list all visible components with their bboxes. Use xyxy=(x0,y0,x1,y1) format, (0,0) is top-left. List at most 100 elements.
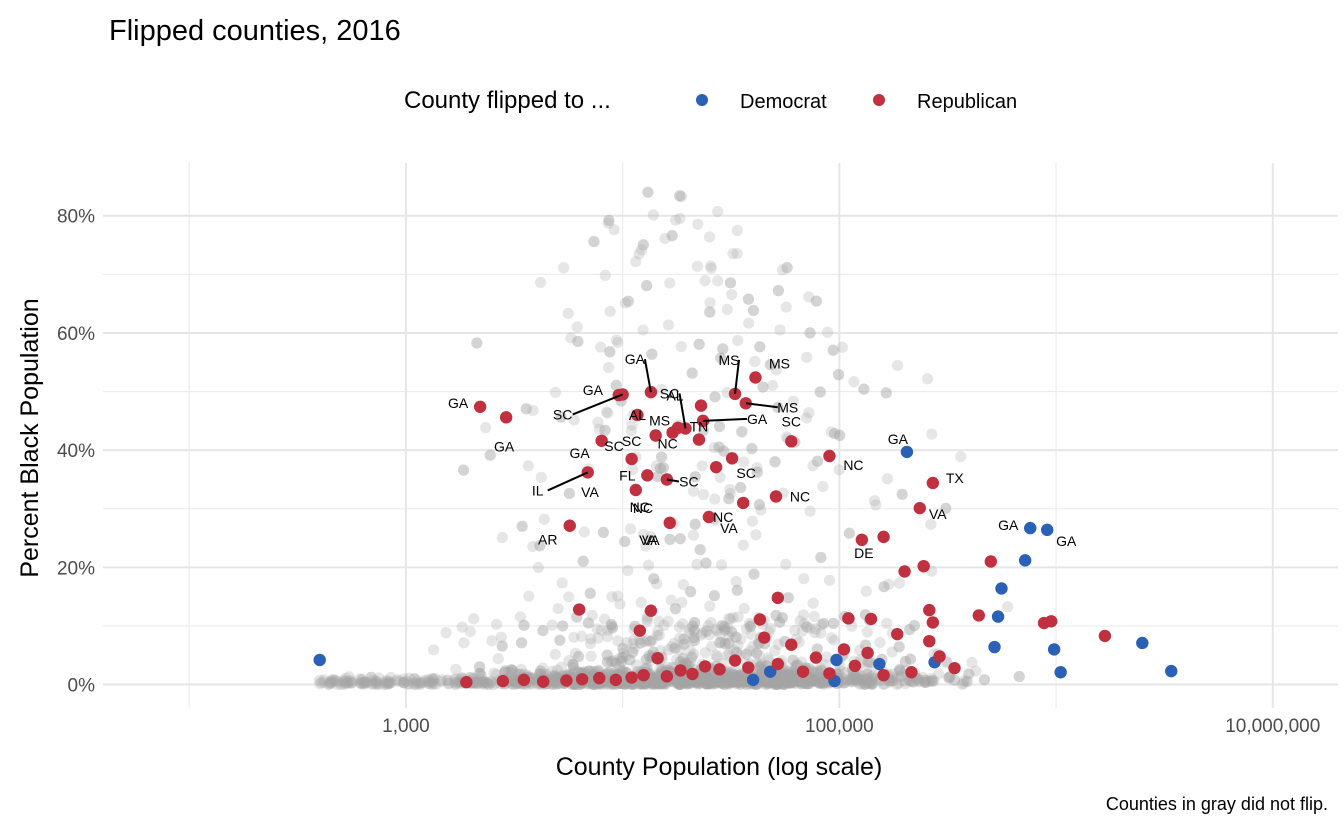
not-flipped-point xyxy=(863,677,875,689)
not-flipped-point xyxy=(583,665,595,678)
not-flipped-point xyxy=(506,667,519,679)
not-flipped-point xyxy=(734,676,746,688)
not-flipped-point xyxy=(734,678,746,691)
not-flipped-point xyxy=(776,676,788,688)
not-flipped-point xyxy=(778,674,791,686)
not-flipped-point xyxy=(624,654,636,666)
not-flipped-point xyxy=(776,675,788,687)
not-flipped-point xyxy=(919,676,931,688)
not-flipped-point xyxy=(730,669,743,681)
not-flipped-point xyxy=(340,677,352,689)
not-flipped-point xyxy=(724,677,736,689)
not-flipped-point xyxy=(696,675,709,687)
not-flipped-point xyxy=(811,455,824,467)
not-flipped-point xyxy=(827,344,839,356)
not-flipped-point xyxy=(777,670,789,682)
not-flipped-point xyxy=(696,674,708,686)
not-flipped-point xyxy=(411,675,423,687)
not-flipped-point xyxy=(604,305,616,317)
not-flipped-point xyxy=(640,653,652,666)
not-flipped-point xyxy=(726,671,738,684)
point-republican xyxy=(692,433,706,446)
not-flipped-point xyxy=(700,671,712,683)
not-flipped-point xyxy=(669,642,681,654)
not-flipped-point xyxy=(673,676,685,688)
not-flipped-point xyxy=(398,673,410,685)
not-flipped-point xyxy=(704,674,717,686)
y-tick-label: 80% xyxy=(57,207,95,228)
not-flipped-point xyxy=(963,668,975,680)
not-flipped-point xyxy=(731,671,743,683)
not-flipped-point xyxy=(689,616,701,629)
not-flipped-point xyxy=(703,677,716,689)
not-flipped-point xyxy=(474,676,486,688)
not-flipped-point xyxy=(858,383,870,395)
not-flipped-point xyxy=(839,677,851,689)
not-flipped-point xyxy=(896,488,908,500)
not-flipped-point xyxy=(883,578,895,590)
not-flipped-point xyxy=(861,677,873,689)
not-flipped-point xyxy=(630,659,643,671)
not-flipped-point xyxy=(673,678,685,690)
not-flipped-point xyxy=(719,638,731,650)
not-flipped-point xyxy=(649,676,661,688)
not-flipped-point xyxy=(782,676,795,688)
not-flipped-point xyxy=(366,674,379,686)
not-flipped-point xyxy=(693,677,705,689)
not-flipped-point xyxy=(647,678,659,690)
not-flipped-point xyxy=(956,678,968,690)
not-flipped-point xyxy=(602,624,614,636)
not-flipped-point xyxy=(548,670,560,682)
not-flipped-point xyxy=(789,676,801,689)
not-flipped-point xyxy=(908,620,920,632)
label-leader-line xyxy=(666,478,680,483)
not-flipped-point xyxy=(677,618,689,630)
not-flipped-point xyxy=(640,540,652,552)
not-flipped-point xyxy=(678,633,690,645)
not-flipped-point xyxy=(551,672,563,684)
not-flipped-point xyxy=(644,635,656,648)
point-republican xyxy=(593,671,606,685)
not-flipped-point xyxy=(858,676,870,688)
not-flipped-point xyxy=(684,644,696,656)
not-flipped-point xyxy=(763,675,776,687)
not-flipped-point xyxy=(761,675,774,687)
not-flipped-point xyxy=(891,673,903,685)
not-flipped-point xyxy=(751,466,763,478)
not-flipped-point xyxy=(778,678,790,690)
not-flipped-point xyxy=(630,256,642,268)
point-republican xyxy=(785,638,798,651)
not-flipped-point xyxy=(730,576,742,588)
not-flipped-point xyxy=(619,535,631,548)
not-flipped-point xyxy=(893,663,906,676)
not-flipped-point xyxy=(616,651,629,664)
not-flipped-point xyxy=(675,191,687,203)
not-flipped-point xyxy=(737,674,749,686)
not-flipped-point xyxy=(674,212,686,225)
point-republican xyxy=(926,476,940,490)
not-flipped-point xyxy=(672,676,685,688)
point-republican xyxy=(563,519,576,532)
not-flipped-point xyxy=(584,637,596,650)
not-flipped-point xyxy=(699,677,712,689)
not-flipped-point xyxy=(760,678,773,690)
not-flipped-point xyxy=(740,648,753,660)
not-flipped-point xyxy=(799,675,812,687)
point-label: AL xyxy=(629,407,646,423)
not-flipped-point xyxy=(699,275,711,287)
not-flipped-point xyxy=(338,675,350,687)
point-republican xyxy=(926,616,940,629)
not-flipped-point xyxy=(762,652,774,664)
not-flipped-point xyxy=(487,678,499,691)
not-flipped-point xyxy=(458,637,470,649)
not-flipped-point xyxy=(637,239,649,251)
not-flipped-point xyxy=(1013,670,1025,683)
not-flipped-point xyxy=(773,672,785,684)
not-flipped-point xyxy=(640,678,652,690)
not-flipped-point xyxy=(345,675,357,687)
not-flipped-point xyxy=(738,676,750,688)
not-flipped-point xyxy=(800,675,813,687)
not-flipped-point xyxy=(781,677,793,689)
not-flipped-point xyxy=(729,676,741,689)
not-flipped-point xyxy=(425,678,438,691)
